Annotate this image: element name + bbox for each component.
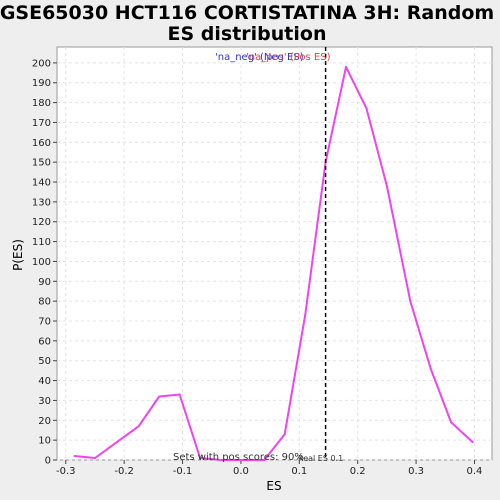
y-tick-label: 120 [32, 217, 51, 228]
y-tick-label: 80 [38, 297, 51, 308]
y-tick-label: 190 [32, 78, 51, 89]
x-tick-label: 0.0 [233, 466, 249, 477]
y-tick-label: 130 [32, 197, 51, 208]
y-tick-label: 140 [32, 178, 51, 189]
y-axis: 0 10 20 30 40 50 60 70 80 90 100 110 120 130 140 150 160… [32, 58, 57, 466]
x-tick-label: -0.3 [56, 466, 76, 477]
x-tick-label: 0.1 [291, 466, 307, 477]
data-point [409, 300, 411, 302]
x-tick-label: 0.3 [408, 466, 424, 477]
x-tick-label: 0.4 [467, 466, 483, 477]
data-point [74, 455, 76, 457]
chart-title-line-1: GSE65030 HCT116 CORTISTATINA 3H: Random [0, 2, 494, 24]
data-point [450, 421, 452, 423]
legend-pos: 'na_pos' (Pos ES) [246, 52, 331, 63]
data-point [179, 393, 181, 395]
y-tick-label: 40 [38, 376, 51, 387]
y-tick-label: 60 [38, 336, 51, 347]
data-point [472, 441, 474, 443]
chart-title-line-2: ES distribution [168, 23, 327, 45]
data-point [430, 368, 432, 370]
data-point [158, 395, 160, 397]
y-tick-label: 170 [32, 118, 51, 129]
data-point [345, 66, 347, 68]
y-tick-label: 70 [38, 317, 51, 328]
y-tick-label: 160 [32, 138, 51, 149]
y-tick-label: 90 [38, 277, 51, 288]
y-tick-label: 50 [38, 356, 51, 367]
y-tick-label: 0 [45, 456, 51, 467]
y-tick-label: 100 [32, 257, 51, 268]
y-tick-label: 110 [32, 237, 51, 248]
x-axis-label: ES [266, 479, 281, 493]
y-tick-label: 30 [38, 396, 51, 407]
x-tick-label: 0.2 [350, 466, 366, 477]
y-tick-label: 10 [38, 436, 51, 447]
y-axis-label: P(ES) [11, 239, 25, 271]
y-tick-label: 200 [32, 58, 51, 69]
data-point [94, 457, 96, 459]
data-point [284, 433, 286, 435]
y-tick-label: 20 [38, 416, 51, 427]
real-es-annotation: Real ES 0.1 [298, 454, 343, 463]
y-tick-label: 180 [32, 98, 51, 109]
sets-annotation: Sets with pos scores: 90% [173, 452, 304, 463]
data-point [386, 185, 388, 187]
data-point [304, 314, 306, 316]
plot-area [57, 47, 492, 460]
data-point [365, 108, 367, 110]
x-tick-label: -0.2 [114, 466, 134, 477]
data-point [138, 425, 140, 427]
x-tick-label: -0.1 [173, 466, 193, 477]
y-tick-label: 150 [32, 158, 51, 169]
